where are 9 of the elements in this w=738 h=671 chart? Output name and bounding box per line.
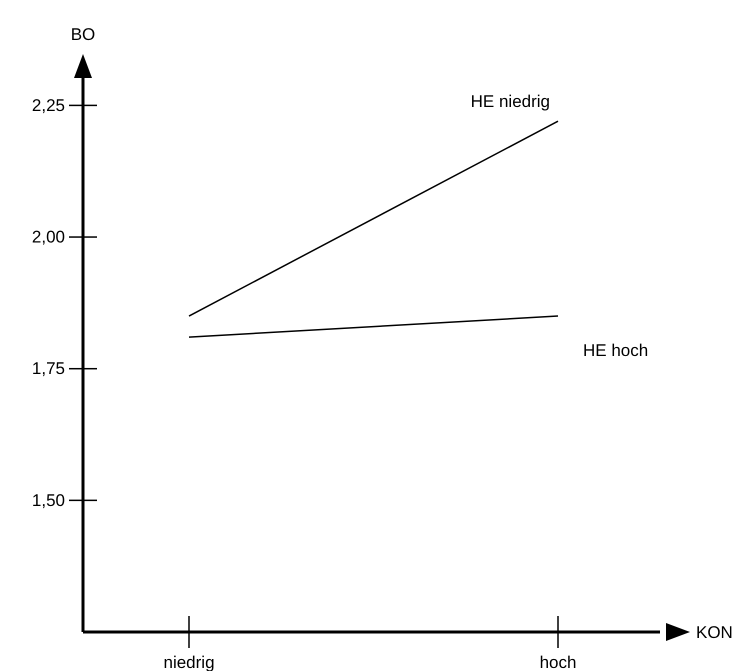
series-label: HE niedrig [470, 92, 550, 112]
y-tick-label: 1,75 [32, 359, 65, 378]
x-tick-label: hoch [540, 653, 576, 671]
y-axis-title: BO [70, 25, 96, 44]
text: HE hoch [583, 341, 648, 360]
x-axis-title: KON [696, 623, 733, 642]
y-tick-label: 1,50 [32, 490, 65, 510]
y-tick-label: 2,00 [32, 227, 65, 246]
y-tick-label: 2,25 [32, 96, 65, 115]
